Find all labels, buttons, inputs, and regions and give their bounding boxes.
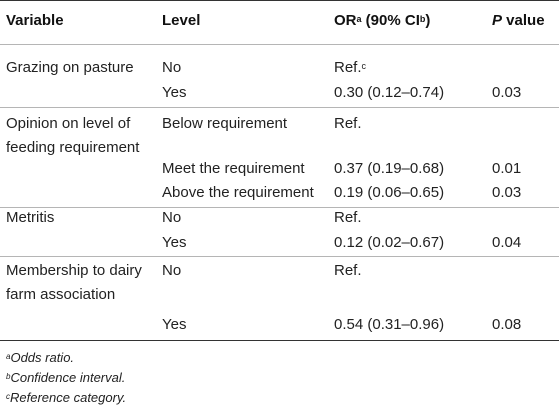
cell-or-2: Ref. <box>334 115 362 132</box>
header-p-value: P value <box>492 9 545 33</box>
cell-level-6: Yes <box>162 234 187 251</box>
row-separator-1 <box>0 107 559 108</box>
footnote-b-text: Confidence interval. <box>10 370 126 385</box>
cell-level-8: Yes <box>162 316 187 333</box>
cell-variable-7: Membership to dairy farm association <box>6 262 142 303</box>
header-level: Level <box>162 12 201 29</box>
header-variable: Variable <box>6 12 64 29</box>
row-separator-3 <box>0 256 559 257</box>
cell-level-3: Meet the requirement <box>162 160 305 177</box>
footnote-a-mark: a <box>6 352 11 361</box>
header-or: ORa (90% CIb) <box>334 9 430 33</box>
header-or-main: OR <box>334 12 357 29</box>
cell-level-5: No <box>162 209 182 226</box>
cell-p-8: 0.08 <box>492 316 522 333</box>
footnote-a-text: Odds ratio. <box>10 350 75 365</box>
footnote-b: bConfidence interval. <box>6 369 125 387</box>
cell-level-2: Below requirement <box>162 115 288 132</box>
cell-variable-0: Grazing on pasture <box>6 59 134 76</box>
cell-p-3: 0.01 <box>492 160 522 177</box>
cell-or-0: Ref.c <box>334 56 366 80</box>
cell-level-4: Above the requirement <box>162 184 314 201</box>
cell-variable-2: Opinion on level of feeding requirement <box>6 115 140 156</box>
cell-level-0: No <box>162 59 182 76</box>
header-or-paren: (90% CI <box>361 12 420 29</box>
table-bottom-rule <box>0 340 559 341</box>
cell-or-7: Ref. <box>334 262 362 279</box>
header-p-italic: P <box>492 12 503 29</box>
cell-or-8: 0.54 (0.31–0.96) <box>334 316 445 333</box>
cell-p-6: 0.04 <box>492 234 522 251</box>
cell-level-7: No <box>162 262 182 279</box>
footnote-c-text: Reference category. <box>10 390 127 405</box>
cell-or-0-sup: c <box>361 61 367 71</box>
header-or-close: ) <box>425 12 431 29</box>
header-or-sup-a: a <box>356 14 362 24</box>
cell-or-0-text: Ref. <box>334 59 362 76</box>
cell-or-3: 0.37 (0.19–0.68) <box>334 160 445 177</box>
table-top-rule <box>0 0 559 1</box>
cell-p-4: 0.03 <box>492 184 522 201</box>
footnote-b-mark: b <box>6 372 11 381</box>
header-rule <box>0 44 559 45</box>
cell-level-1: Yes <box>162 84 187 101</box>
header-or-sup-b: b <box>419 14 426 24</box>
header-p-rest: value <box>502 12 545 29</box>
footnote-c: cReference category. <box>6 389 126 407</box>
cell-p-1: 0.03 <box>492 84 522 101</box>
cell-or-6: 0.12 (0.02–0.67) <box>334 234 445 251</box>
cell-or-5: Ref. <box>334 209 362 226</box>
footnote-c-mark: c <box>6 392 10 401</box>
footnote-a: aOdds ratio. <box>6 349 74 367</box>
cell-variable-5: Metritis <box>6 209 55 226</box>
cell-or-4: 0.19 (0.06–0.65) <box>334 184 445 201</box>
row-separator-2 <box>0 207 559 208</box>
cell-or-1: 0.30 (0.12–0.74) <box>334 84 445 101</box>
